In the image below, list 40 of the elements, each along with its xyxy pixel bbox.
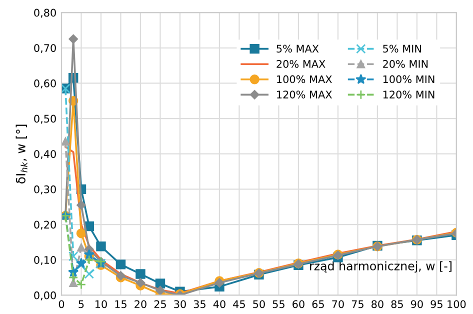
- x-tick-label: 50: [253, 300, 265, 308]
- x-tick-label: 85: [391, 300, 403, 308]
- legend-label: 100% MAX: [277, 75, 332, 84]
- x-tick-label: 90: [410, 300, 423, 308]
- x-tick-label: 40: [213, 300, 226, 308]
- legend-label: 120% MIN: [383, 90, 434, 98]
- x-axis-title: rząd harmonicznej, w [-]: [310, 261, 452, 273]
- y-tick-label: 0,60: [34, 79, 56, 88]
- legend-label: 20% MAX: [276, 60, 326, 68]
- x-tick-label: 0: [58, 300, 64, 308]
- legend-label: 5% MAX: [276, 44, 319, 53]
- x-tick-label: 45: [233, 300, 245, 308]
- y-tick-label: 0,40: [34, 150, 56, 160]
- y-tick-label: 0,10: [34, 256, 56, 266]
- x-tick-label: 80: [372, 300, 384, 308]
- x-tick-label: 35: [194, 300, 206, 308]
- legend-label: 100% MIN: [383, 75, 434, 84]
- legend-label: 120% MAX: [277, 90, 332, 98]
- x-tick-label: 25: [154, 300, 166, 308]
- y-tick-label: 0,50: [34, 114, 56, 124]
- x-tick-label: 30: [174, 300, 186, 308]
- x-tick-label: 55: [272, 300, 284, 308]
- x-tick-label: 95: [430, 300, 442, 308]
- x-tick-label: 100: [448, 300, 466, 308]
- x-tick-label: 5: [78, 300, 84, 308]
- x-tick-label: 20: [134, 300, 146, 308]
- y-tick-label: 0,30: [34, 185, 56, 194]
- legend-label: 20% MIN: [383, 60, 428, 68]
- y-tick-label: 0,20: [34, 220, 56, 230]
- y-axis-title: δI$_{hk}$, w [°]: [16, 124, 28, 184]
- y-tick-label: 0,00: [34, 291, 56, 300]
- x-tick-label: 60: [292, 300, 304, 308]
- x-tick-label: 15: [115, 300, 126, 308]
- x-tick-label: 10: [96, 300, 107, 308]
- y-tick-label: 0,70: [34, 44, 56, 54]
- x-tick-label: 65: [312, 300, 324, 308]
- x-tick-label: 75: [352, 300, 364, 308]
- legend-label: 5% MIN: [383, 44, 421, 53]
- x-tick-label: 70: [332, 300, 344, 308]
- y-tick-label: 0,80: [34, 8, 56, 18]
